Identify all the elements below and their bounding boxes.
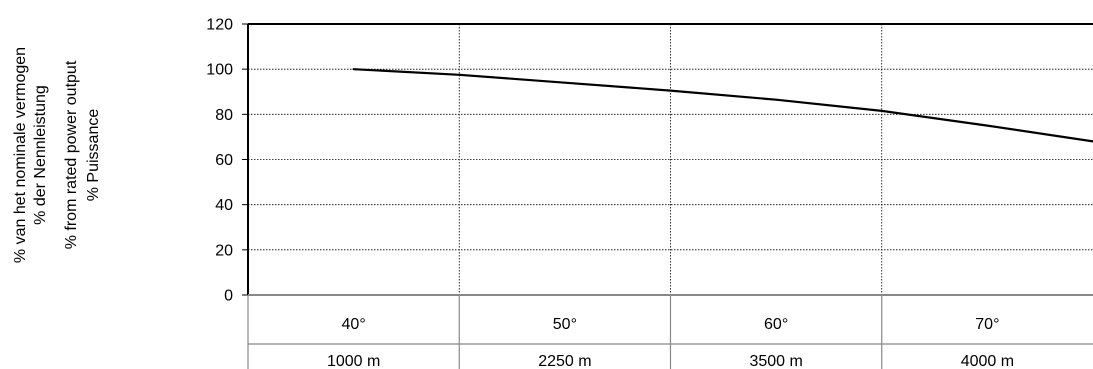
plot-frame xyxy=(242,23,1093,369)
y-tick-labels: 0 20 40 60 80 100 120 xyxy=(206,17,233,305)
category-label: 70° xyxy=(975,316,999,333)
y-tick-label: 80 xyxy=(215,107,233,124)
y-tick-label: 120 xyxy=(206,17,233,34)
y-axis-label: % van het nominale vermogen % der Nennle… xyxy=(12,47,102,263)
y-axis-label-line-4: % Puissance xyxy=(85,109,102,202)
series-line xyxy=(352,68,1093,143)
y-tick-label: 40 xyxy=(215,197,233,214)
y-axis-label-line-1: % van het nominale vermogen xyxy=(12,47,29,263)
category-label-secondary: 1000 m xyxy=(327,353,380,369)
category-label: 40° xyxy=(342,316,366,333)
y-axis-label-line-2: % der Nennleistung xyxy=(32,85,49,225)
y-axis-label-line-3: % from rated power output xyxy=(63,60,80,249)
y-tick-label: 20 xyxy=(215,242,233,259)
category-labels: 40° 50° 60° 70° 1000 m 2250 m 3500 m 4000 m xyxy=(327,316,1014,369)
category-label-secondary: 3500 m xyxy=(749,353,802,369)
category-label-secondary: 4000 m xyxy=(961,353,1014,369)
y-tick-label: 60 xyxy=(215,152,233,169)
category-label: 50° xyxy=(553,316,577,333)
gridlines xyxy=(248,24,1093,295)
category-label: 60° xyxy=(764,316,788,333)
y-tick-label: 0 xyxy=(224,288,233,305)
series-group xyxy=(352,68,1093,143)
category-label-secondary: 2250 m xyxy=(538,353,591,369)
y-tick-label: 100 xyxy=(206,62,233,79)
